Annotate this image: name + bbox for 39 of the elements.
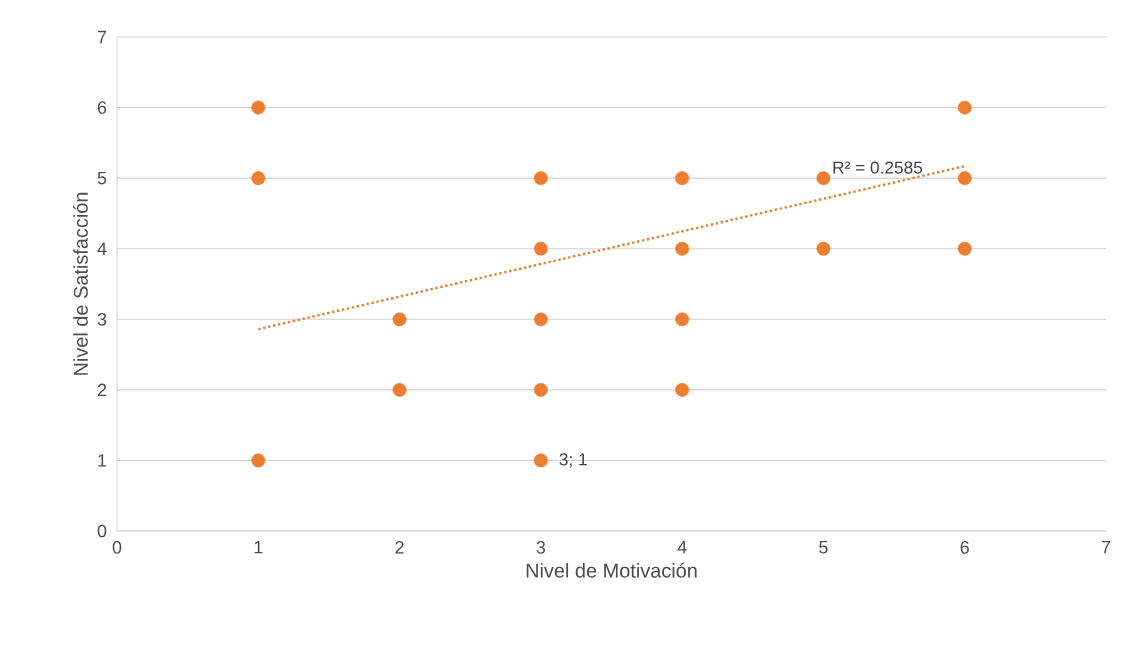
point [533, 382, 548, 397]
x-axis-title: Nivel de Motivación [526, 562, 697, 578]
y-tick-label: 2 [97, 383, 107, 397]
y-tick-label: 5 [97, 171, 107, 185]
x-tick-label: 0 [112, 541, 122, 554]
x-tick-label: 7 [1101, 541, 1111, 554]
point [533, 171, 548, 186]
point [533, 453, 548, 468]
point [392, 382, 407, 397]
y-tick-label: 4 [97, 242, 107, 255]
point [675, 312, 690, 327]
point [957, 171, 972, 186]
y-axis-title: Nivel de Satisfacción [73, 192, 88, 375]
point [816, 241, 831, 256]
point [957, 100, 972, 115]
x-tick-label: 2 [395, 541, 404, 554]
y-tick-label: 0 [97, 524, 107, 538]
point [675, 241, 690, 256]
point [675, 382, 690, 397]
y-tick-label: 6 [97, 101, 107, 114]
point [816, 171, 831, 186]
x-tick-label: 3 [536, 541, 546, 554]
point [251, 453, 266, 468]
y-tick-label: 1 [98, 454, 107, 467]
x-tick-label: 5 [819, 541, 828, 554]
point [251, 171, 266, 186]
x-tick-label: 4 [677, 541, 687, 554]
point [251, 100, 266, 115]
point [533, 312, 548, 327]
point [675, 171, 690, 186]
y-tick-label: 7 [97, 30, 107, 44]
x-tick-label: 1 [254, 541, 263, 554]
point [957, 241, 972, 256]
x-tick-label: 6 [960, 541, 969, 554]
point [392, 312, 407, 327]
point [533, 241, 548, 256]
annotation: R² = 0.2585 [833, 161, 923, 174]
y-tick-label: 3 [97, 312, 107, 326]
annotation: 3; 1 [559, 453, 587, 468]
